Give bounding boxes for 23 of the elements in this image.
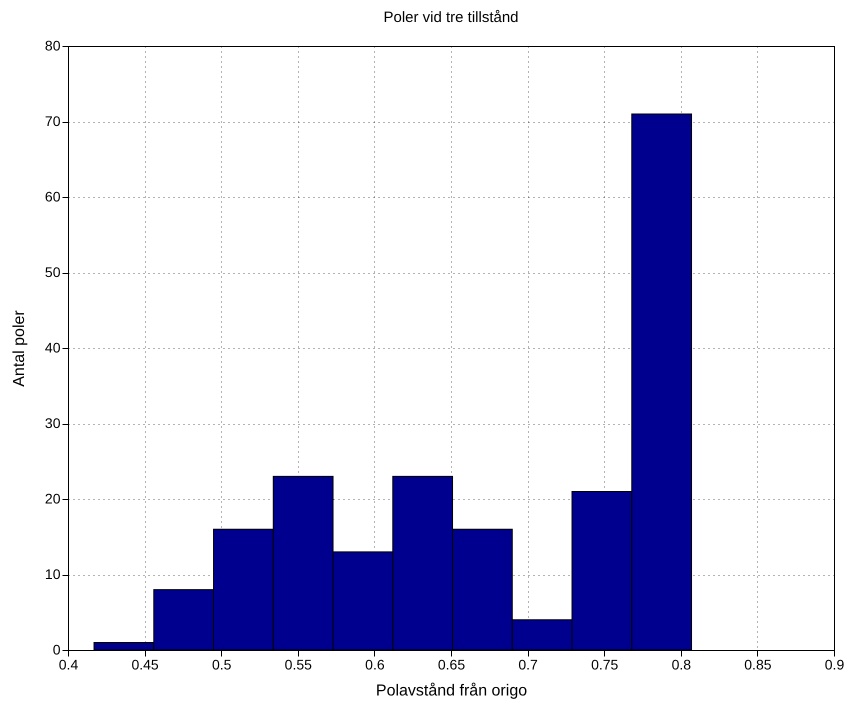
x-tick-label: 0.4 [58,656,78,672]
x-axis-title: Polavstånd från origo [376,682,528,700]
x-tick-label: 0.6 [365,656,385,672]
x-tick-label: 0.8 [672,656,692,672]
y-tick-label: 80 [44,38,61,54]
chart-title: Poler vid tre tillstånd [383,9,519,26]
x-tick-label: 0.75 [591,656,619,672]
y-tick-label: 50 [44,264,61,280]
y-tick-label: 10 [44,566,61,582]
y-tick-label: 30 [44,415,61,431]
x-tick-label: 0.5 [212,656,232,672]
y-tick-label: 70 [44,113,61,129]
y-tick-label: 20 [44,490,61,506]
x-tick-label: 0.55 [284,656,312,672]
y-tick-label: 40 [44,340,61,356]
x-tick-label: 0.65 [438,656,466,672]
y-axis-title: Antal poler [10,310,28,387]
x-tick-label: 0.7 [518,656,538,672]
x-tick-label: 0.45 [131,656,159,672]
x-tick-label: 0.85 [744,656,772,672]
y-tick-label: 0 [52,642,61,658]
y-tick-label: 60 [44,188,61,204]
x-tick-label: 0.9 [824,656,844,672]
